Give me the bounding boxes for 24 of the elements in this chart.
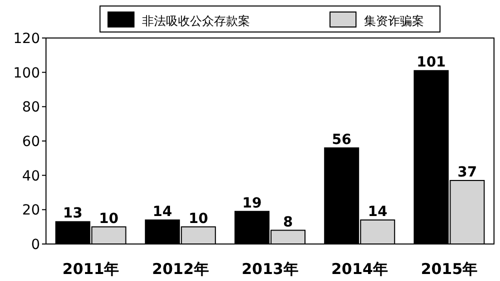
data-label: 14 (152, 204, 172, 220)
x-tick-label: 2011年 (62, 260, 120, 278)
y-tick-label: 120 (13, 31, 40, 47)
data-label: 10 (188, 210, 208, 227)
y-tick-label: 80 (22, 100, 40, 116)
x-tick-label: 2013年 (242, 260, 298, 278)
data-label: 13 (63, 206, 83, 222)
y-tick-label: 100 (13, 65, 40, 82)
x-tick-label: 2014年 (331, 260, 388, 278)
data-label: 101 (416, 54, 446, 71)
data-label: 14 (368, 204, 388, 220)
legend-label: 集资诈骗案 (364, 14, 424, 28)
data-label: 37 (457, 164, 477, 180)
x-tick-label: 2015年 (420, 260, 478, 278)
y-tick-label: 60 (22, 134, 40, 150)
data-label: 8 (283, 214, 293, 230)
y-tick-label: 20 (22, 202, 40, 219)
x-tick-label: 2012年 (152, 260, 209, 278)
data-label: 10 (99, 210, 119, 227)
data-label: 56 (332, 132, 352, 148)
y-tick-label: 0 (31, 237, 40, 253)
legend-label: 非法吸收公众存款案 (142, 14, 250, 28)
data-label: 19 (242, 195, 262, 212)
y-tick-label: 40 (22, 168, 40, 184)
